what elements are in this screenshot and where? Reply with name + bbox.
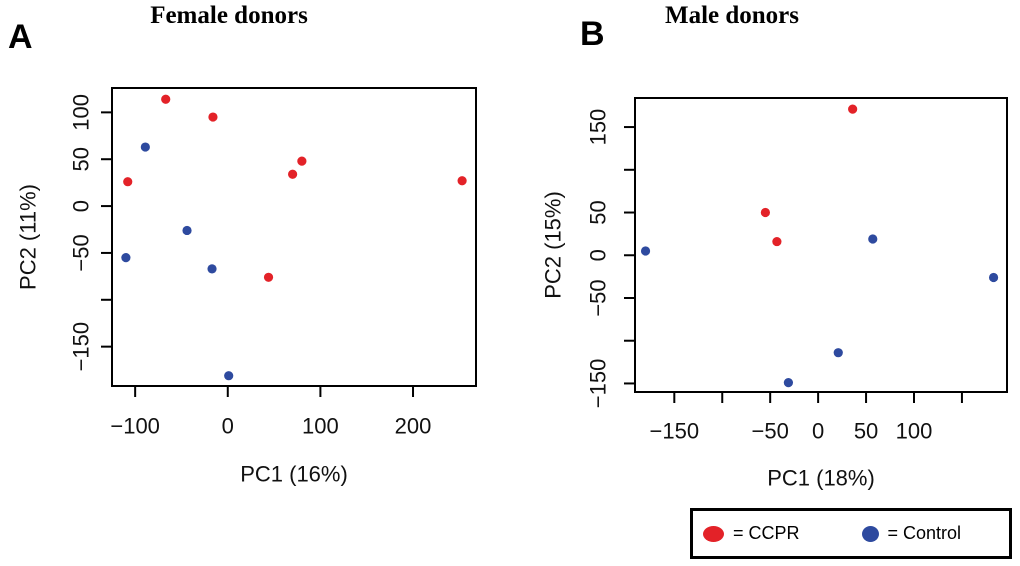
y-axis-title-b: PC2 (15%) <box>541 191 566 299</box>
x-tick-label-b: 50 <box>854 419 878 444</box>
data-point-control-b <box>868 234 878 244</box>
data-point-control-a <box>121 253 131 263</box>
data-point-ccpr-b <box>772 236 782 247</box>
y-tick-label-b: 50 <box>586 200 611 224</box>
x-tick-label-a: −100 <box>110 414 160 439</box>
x-tick-label-a: 0 <box>222 414 234 439</box>
y-axis-title-a: PC2 (11%) <box>16 184 41 290</box>
x-axis-title-b: PC1 (18%) <box>767 466 875 491</box>
y-tick-label-a: 50 <box>69 147 94 171</box>
x-tick-label-a: 100 <box>302 414 339 439</box>
data-point-ccpr-b <box>848 104 858 114</box>
y-tick-label-b: 0 <box>586 249 611 261</box>
data-point-ccpr-a <box>457 176 467 186</box>
data-point-ccpr-a <box>297 156 307 166</box>
panel-a-letter: A <box>8 18 33 56</box>
data-point-control-b <box>783 377 794 388</box>
data-point-ccpr-a <box>123 177 133 187</box>
panel-b-title: Male donors <box>664 2 800 29</box>
x-tick-label-b: 100 <box>896 419 933 444</box>
data-point-ccpr-b <box>760 207 770 218</box>
data-point-control-b <box>833 348 843 358</box>
y-tick-label-b: −50 <box>586 279 611 316</box>
plot-box-b <box>634 97 1008 393</box>
x-tick-label-a: 200 <box>395 414 432 439</box>
y-tick-label-b: −150 <box>586 359 611 409</box>
control-dot-icon <box>861 525 879 542</box>
y-tick-label-a: −150 <box>69 322 94 372</box>
x-tick-label-b: −150 <box>650 419 700 444</box>
legend-item-ccpr: = CCPR <box>703 523 800 544</box>
data-point-control-a <box>140 142 150 152</box>
x-axis-title-a: PC1 (16%) <box>240 462 348 487</box>
plot-box-a <box>111 87 477 387</box>
legend-label-control: = Control <box>887 523 962 543</box>
data-point-control-b <box>988 272 999 283</box>
legend: = CCPR = Control <box>690 508 1012 559</box>
x-tick-label-b: 0 <box>812 419 824 444</box>
data-point-ccpr-a <box>161 94 171 104</box>
panel-b-letter: B <box>580 15 605 53</box>
y-tick-label-a: 0 <box>69 200 94 212</box>
panel-a-title: Female donors <box>150 2 308 29</box>
legend-item-control: = Control <box>861 523 962 544</box>
legend-label-ccpr: = CCPR <box>733 523 800 543</box>
data-point-ccpr-a <box>208 112 218 122</box>
data-point-ccpr-a <box>263 272 274 282</box>
y-tick-label-b: 150 <box>586 109 611 146</box>
data-point-ccpr-a <box>288 169 298 179</box>
y-tick-label-a: −50 <box>69 234 94 271</box>
data-point-control-b <box>640 246 651 256</box>
data-point-control-a <box>182 225 192 236</box>
data-point-control-a <box>207 264 217 274</box>
ccpr-dot-icon <box>703 525 724 542</box>
x-tick-label-b: −50 <box>752 419 789 444</box>
y-tick-label-a: 100 <box>69 94 94 131</box>
data-point-control-a <box>224 371 234 381</box>
